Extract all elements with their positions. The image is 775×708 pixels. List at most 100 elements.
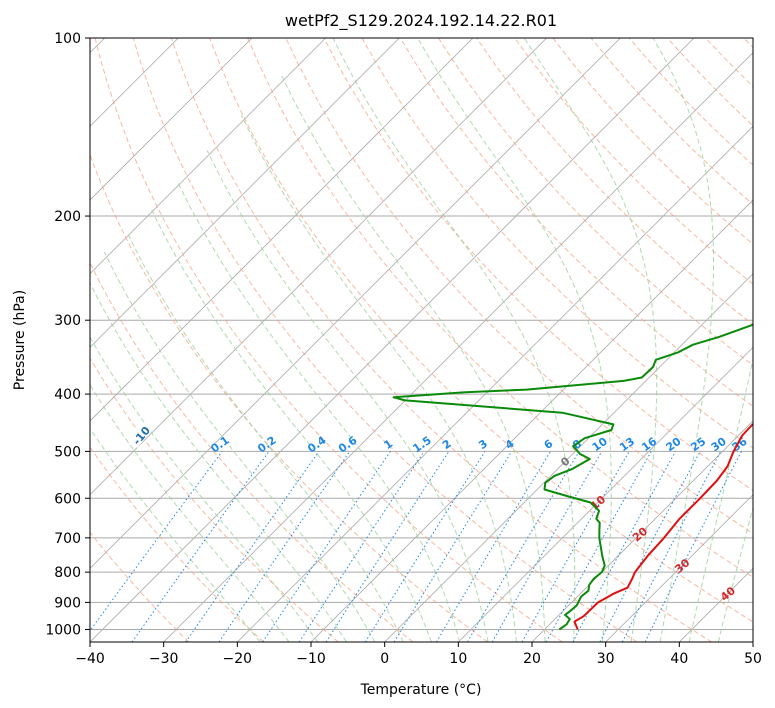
moist-adiabat-line: [688, 356, 753, 642]
mixing-ratio-label: 1.5: [410, 434, 433, 456]
mixing-ratio-label: 0.4: [305, 433, 329, 455]
y-tick-label: 500: [54, 444, 81, 460]
mixing-ratio-label: 0.6: [336, 433, 360, 455]
dry-adiabat-line: [285, 38, 753, 535]
dry-adiabat-line: [399, 38, 753, 408]
mixing-ratio-line: [90, 451, 223, 632]
dry-adiabat-line: [667, 38, 753, 127]
x-axis-label: Temperature (°C): [360, 682, 482, 698]
x-tick-label: 20: [523, 651, 541, 667]
mixing-ratio-label: 3: [476, 437, 490, 452]
y-tick-label: 800: [54, 565, 81, 581]
dry-adiabat-line: [743, 38, 753, 49]
mixing-ratio-line: [298, 451, 425, 642]
x-tick-label: 0: [380, 651, 389, 667]
moist-adiabat-line: [417, 38, 612, 642]
y-tick-label: 700: [54, 531, 81, 547]
isotherm-line: [752, 641, 753, 642]
moist-adiabat-line: [127, 234, 404, 642]
dry-adiabat-line: [247, 38, 753, 578]
dry-adiabat-line: [476, 38, 753, 326]
moist-adiabat-line: [717, 506, 753, 642]
dry-adiabat-line: [552, 38, 753, 245]
dry-adiabat-line: [94, 38, 563, 642]
y-axis-label: Pressure (hPa): [12, 290, 28, 390]
moist-adiabat-line: [177, 181, 461, 642]
dry-adiabat-line: [90, 357, 339, 642]
isotherm-line: [605, 494, 753, 642]
moist-adiabat-line: [90, 427, 261, 642]
temperature-profile-line: [573, 422, 753, 630]
moist-adiabat-line: [151, 209, 432, 642]
dry-adiabat-line: [90, 446, 264, 642]
y-tick-label: 600: [54, 491, 81, 507]
isotherm-line: [237, 125, 753, 642]
moist-adiabat-label: 20: [630, 524, 650, 544]
plot-frame: [89, 37, 754, 643]
isotherm-line: [90, 38, 474, 422]
mixing-ratio-line: [435, 451, 552, 642]
dry-adiabat-line: [90, 261, 414, 642]
mixing-ratio-label: 0.1: [208, 434, 231, 456]
isotherm-line: [679, 567, 753, 642]
mixing-ratio-line: [185, 451, 320, 642]
mixing-ratio-line: [644, 451, 742, 642]
chart-title: wetPf2_S129.2024.192.14.22.R01: [285, 11, 557, 31]
isotherm-line: [90, 38, 253, 201]
y-tick-label: 100: [54, 31, 81, 47]
mixing-ratio-label: 6: [542, 437, 556, 452]
isotherm-line: [90, 38, 547, 496]
y-tick-label: 400: [54, 387, 81, 403]
isotherm-line: [90, 38, 621, 569]
x-tick-label: −30: [149, 651, 179, 667]
x-tick-label: −20: [223, 651, 253, 667]
y-tick-label: 200: [54, 209, 81, 225]
dry-adiabat-line: [514, 38, 753, 285]
moist-adiabat-line: [90, 282, 347, 642]
moist-adiabat-line: [332, 38, 576, 642]
dry-adiabat-line: [170, 38, 712, 642]
moist-adiabat-label: 40: [718, 584, 738, 604]
moist-adiabat-line: [90, 383, 290, 642]
dry-adiabat-line: [209, 38, 753, 623]
mixing-ratio-label: 4: [503, 437, 517, 452]
mixing-ratio-line: [218, 451, 351, 642]
dry-adiabat-line: [590, 38, 753, 206]
x-tick-label: −10: [296, 651, 326, 667]
moist-adiabat-line: [240, 114, 517, 642]
dewpoint-profile-line: [392, 323, 753, 631]
y-tick-label: 900: [54, 595, 81, 611]
dry-adiabat-line: [132, 38, 638, 642]
isotherm-line: [90, 38, 326, 275]
y-tick-label: 300: [54, 313, 81, 329]
plot-area: 0.10.20.40.611.52346810131620253036-100-…: [0, 38, 753, 642]
y-tick-label: 1000: [45, 622, 81, 638]
isotherm-line: [384, 273, 753, 642]
moist-adiabat-line: [103, 251, 376, 642]
x-tick-label: −40: [75, 651, 105, 667]
isotherm-line: [531, 420, 753, 642]
x-tick-label: 30: [597, 651, 615, 667]
mixing-ratio-line: [262, 451, 391, 642]
mixing-ratio-line: [325, 451, 450, 642]
isotherm-line: [90, 38, 400, 348]
x-tick-label: 40: [670, 651, 688, 667]
mixing-ratio-line: [545, 451, 652, 642]
mixing-ratio-line: [521, 451, 630, 642]
dry-adiabat-label: -30: [0, 366, 2, 390]
mixing-ratio-line: [599, 451, 701, 642]
dry-adiabat-label-bg: [0, 364, 2, 390]
isotherm-line: [458, 346, 753, 642]
moist-adiabat-line: [90, 336, 319, 642]
dry-adiabat-line: [437, 38, 753, 366]
mixing-ratio-label: 0.2: [255, 434, 278, 456]
mixing-ratio-line: [572, 451, 676, 642]
moist-adiabat-line: [652, 38, 714, 642]
mixing-ratio-line: [131, 451, 270, 642]
x-tick-label: 50: [744, 651, 762, 667]
isotherm-line: [163, 52, 753, 642]
axes: −40 −30 −20 −10 0 10 20 30 40 5010020030040050060…: [45, 31, 762, 667]
x-tick-label: 10: [449, 651, 467, 667]
dry-adiabat-line: [361, 38, 753, 449]
